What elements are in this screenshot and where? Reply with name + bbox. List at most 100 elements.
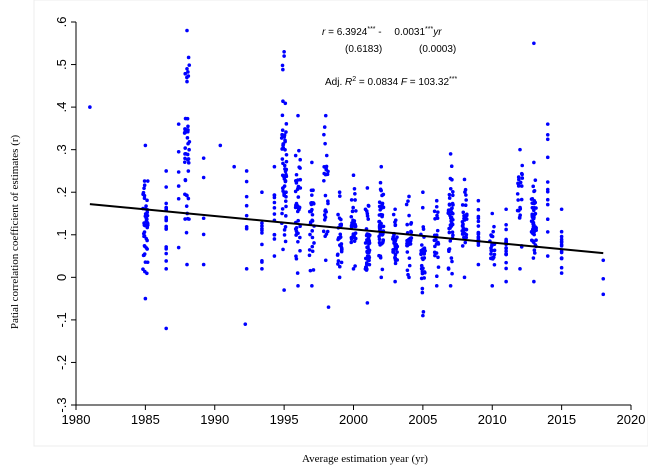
data-point (435, 213, 439, 218)
data-point (379, 164, 384, 169)
data-point (323, 193, 328, 198)
data-point (281, 174, 286, 179)
data-point (297, 148, 301, 153)
data-point (296, 218, 300, 223)
data-point (433, 244, 437, 249)
data-point (363, 207, 368, 212)
data-point (434, 204, 439, 209)
data-point (393, 279, 397, 284)
data-point (336, 212, 340, 217)
data-point (448, 152, 453, 156)
data-point (298, 224, 302, 229)
data-point (531, 222, 535, 226)
data-point (532, 248, 537, 252)
annotation-line-3: Adj. R2 = 0.0834 F = 103.32*** (325, 76, 457, 88)
data-point (298, 166, 302, 170)
data-point (354, 209, 358, 213)
data-point (351, 173, 356, 177)
data-point (336, 259, 341, 263)
data-point (391, 212, 396, 217)
data-point (280, 63, 285, 68)
data-point (446, 209, 451, 214)
data-point (476, 224, 481, 228)
fit-line (89, 203, 604, 255)
data-point (310, 193, 314, 197)
data-point (145, 213, 150, 218)
data-point (244, 203, 249, 208)
data-point (559, 250, 564, 255)
data-point (164, 185, 168, 189)
data-point (244, 169, 249, 173)
annotation-line-1: r = 6.3924*** - 0.0031***yr (322, 26, 442, 38)
data-point (325, 172, 330, 177)
data-point (308, 268, 313, 273)
data-point (310, 188, 315, 193)
data-point (187, 63, 192, 67)
data-point (519, 184, 524, 188)
data-point (462, 275, 467, 280)
x-tick-label: 2010 (478, 412, 507, 427)
data-point (272, 237, 277, 241)
data-point (322, 213, 327, 217)
data-point (349, 214, 354, 219)
data-point (420, 205, 425, 210)
data-point (491, 229, 496, 234)
data-point (338, 194, 342, 198)
data-point (532, 160, 536, 165)
y-tick-label: 0 (54, 274, 69, 281)
data-point (448, 284, 453, 288)
data-point (419, 252, 423, 257)
data-point (392, 241, 396, 245)
data-point (164, 224, 168, 229)
data-point (186, 124, 190, 129)
data-point (310, 249, 315, 254)
data-point (281, 146, 286, 151)
data-point (559, 207, 564, 212)
data-point (530, 212, 535, 217)
data-point (185, 79, 189, 84)
data-point (406, 199, 410, 203)
data-point (353, 224, 358, 229)
data-point (307, 248, 312, 252)
data-point (144, 236, 149, 241)
data-point (380, 202, 385, 206)
data-point (295, 204, 300, 208)
y-tick-label: .4 (54, 102, 69, 113)
data-point (284, 214, 288, 218)
data-point (516, 175, 521, 179)
data-point (143, 269, 147, 274)
data-point (462, 177, 467, 182)
data-point (350, 209, 355, 214)
data-point (293, 153, 298, 158)
data-point (393, 257, 398, 261)
data-point (545, 187, 550, 192)
data-point (282, 233, 287, 237)
data-point (460, 203, 465, 207)
data-point (377, 200, 382, 205)
data-point (559, 271, 564, 275)
data-point (281, 161, 285, 166)
data-point (378, 226, 382, 231)
data-point (164, 267, 168, 271)
data-point (284, 159, 289, 164)
data-point (532, 189, 536, 194)
data-point (283, 199, 288, 203)
data-point (378, 208, 383, 212)
data-point (283, 169, 288, 174)
data-point (464, 193, 468, 197)
data-point (280, 128, 285, 132)
data-point (243, 322, 248, 326)
data-point (504, 249, 508, 253)
data-point (280, 157, 285, 161)
data-point (490, 234, 495, 239)
data-point (545, 122, 550, 126)
data-point (379, 188, 383, 193)
data-point (164, 169, 168, 173)
data-point (326, 201, 330, 206)
data-point (260, 242, 264, 247)
data-point (531, 240, 536, 245)
data-point (436, 255, 440, 260)
data-point (272, 193, 277, 198)
y-tick-label: .3 (54, 144, 69, 155)
data-point (284, 204, 288, 209)
